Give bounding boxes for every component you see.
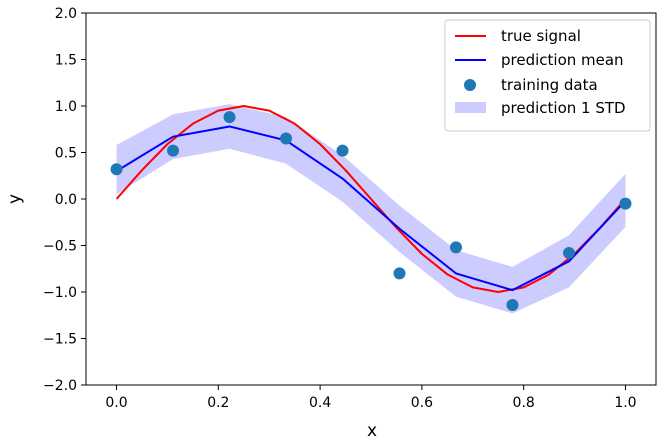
training-data-point [280,132,293,145]
x-axis-label: x [367,421,377,441]
y-tick-label: −2.0 [43,378,77,394]
training-data-point [562,246,575,259]
x-tick-label: 1.0 [614,395,636,411]
y-tick-label: 1.5 [55,53,77,69]
y-axis-label: y [5,194,25,204]
legend-frame [444,19,651,132]
legend-std-band-label: prediction 1 STD [501,99,626,117]
line-layer [115,105,627,293]
training-data-point [619,197,632,210]
std-band [116,104,626,314]
legend-training-data-swatch [464,79,476,91]
legend-training-data-label: training data [501,76,598,94]
training-data-point [393,267,406,280]
y-tick-label: 0.0 [55,192,77,208]
training-data-point [506,299,519,312]
legend-prediction-mean-label: prediction mean [501,51,624,69]
std-band-layer [116,104,626,314]
training-data-point [110,163,123,176]
y-tick-label: −1.5 [43,332,77,348]
x-tick-label: 0.6 [411,395,433,411]
y-tick-label: 1.0 [55,99,77,115]
training-data-point [223,111,236,124]
tick-labels: 0.0 0.2 0.4 0.6 0.8 1.0 2.0 1.5 1.0 0.5 0.0 −0.5 −1.… [43,6,637,411]
legend-std-band-swatch [455,102,486,113]
x-tick-label: 0.8 [513,395,535,411]
true-signal-line [115,105,627,293]
prediction-mean-line [116,125,627,292]
x-tick-label: 0.4 [309,395,331,411]
legend-true-signal-label: true signal [501,27,581,45]
x-tick-label: 0.2 [207,395,229,411]
y-tick-label: 0.5 [55,146,77,162]
axes [81,12,657,390]
y-tick-label: 2.0 [55,6,77,22]
training-data-point [449,241,462,254]
training-data-point [167,144,180,157]
training-data-point [336,144,349,157]
y-tick-label: −1.0 [43,285,77,301]
legend: true signal prediction mean training dat… [444,19,651,132]
point-layer [110,111,632,312]
y-tick-label: −0.5 [43,239,77,255]
x-tick-label: 0.0 [105,395,127,411]
